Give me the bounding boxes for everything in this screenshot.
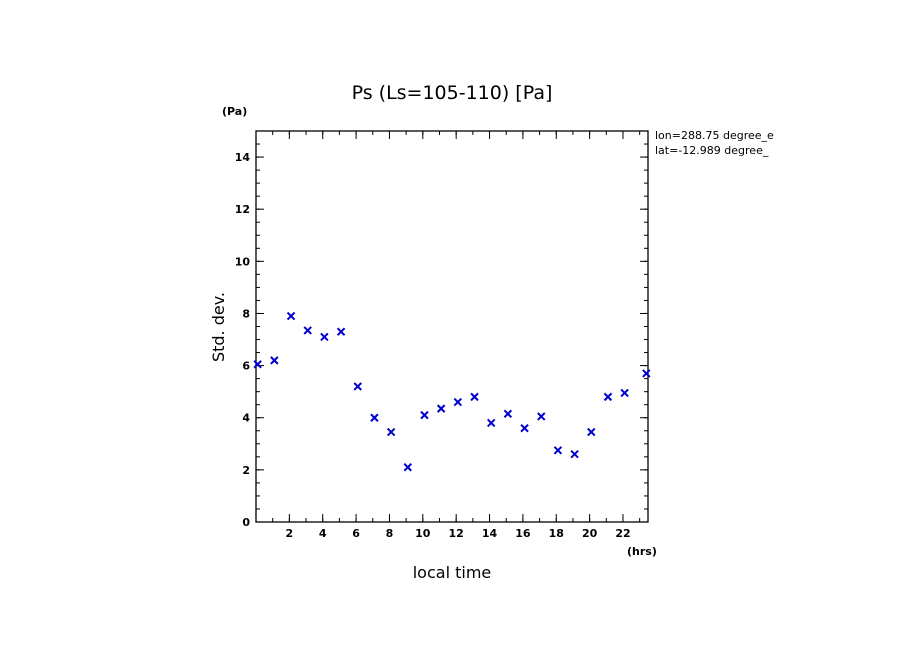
data-point-stroke	[520, 423, 529, 433]
x-tick-label: 16	[515, 527, 531, 540]
data-point	[303, 326, 312, 335]
data-point	[270, 356, 279, 365]
x-axis-title: local time	[413, 563, 492, 582]
data-point	[603, 392, 613, 402]
data-point-stroke	[453, 397, 463, 407]
y-tick-label: 10	[235, 255, 251, 268]
data-point-stroke	[570, 450, 579, 459]
data-points-group	[253, 311, 651, 472]
data-point	[336, 327, 346, 336]
data-point-stroke	[486, 418, 496, 428]
data-point-stroke	[470, 392, 479, 402]
data-point	[503, 409, 513, 419]
data-point	[453, 397, 463, 407]
plot-frame	[255, 130, 649, 523]
x-tick-label: 20	[582, 527, 598, 540]
data-point	[320, 332, 329, 342]
data-point	[386, 427, 396, 437]
data-point	[470, 392, 479, 402]
x-tick-label: 22	[615, 527, 630, 540]
data-point-stroke	[620, 388, 629, 398]
data-point-stroke	[320, 332, 329, 342]
data-point-stroke	[436, 404, 446, 413]
x-tick-label: 2	[286, 527, 294, 540]
data-point-stroke	[253, 360, 262, 369]
data-point-stroke	[537, 412, 546, 421]
x-unit-label: (hrs)	[627, 545, 657, 558]
data-point-stroke	[403, 463, 413, 472]
x-tick-label: 12	[449, 527, 464, 540]
annotation-lon: lon=288.75 degree_e	[655, 129, 774, 142]
x-tick-label: 10	[415, 527, 431, 540]
data-point	[486, 418, 496, 428]
data-point-stroke	[270, 356, 279, 365]
data-point	[370, 413, 379, 422]
chart-title: Ps (Ls=105-110) [Pa]	[352, 82, 553, 104]
data-point-stroke	[386, 427, 396, 437]
data-point	[436, 404, 446, 413]
x-tick-label: 14	[482, 527, 498, 540]
ticks-group: 2 4 6 8 10 12 14 16 18 20 22 0 2 4 6 8 10 12 14	[235, 131, 648, 540]
y-tick-label: 14	[235, 151, 251, 164]
annotation-lat: lat=-12.989 degree_	[655, 144, 769, 157]
data-point-stroke	[303, 326, 312, 335]
data-point	[537, 412, 546, 421]
y-tick-label: 0	[242, 516, 250, 529]
x-tick-label: 18	[549, 527, 564, 540]
data-point-stroke	[286, 311, 296, 321]
data-point	[587, 427, 596, 437]
y-tick-label: 12	[235, 203, 250, 216]
x-tick-label: 4	[319, 527, 327, 540]
y-axis-title: Std. dev.	[209, 292, 228, 362]
data-point	[620, 388, 629, 398]
data-point-stroke	[353, 382, 362, 391]
y-tick-label: 2	[242, 464, 250, 477]
data-point	[642, 369, 651, 378]
data-point	[570, 450, 579, 459]
data-point-stroke	[370, 413, 379, 422]
data-point	[520, 423, 529, 433]
data-point-stroke	[553, 446, 563, 455]
data-point	[553, 446, 563, 455]
data-point-stroke	[603, 392, 613, 402]
data-point	[403, 463, 413, 472]
data-point	[353, 382, 362, 391]
y-unit-label: (Pa)	[222, 105, 247, 118]
data-point-stroke	[642, 369, 651, 378]
data-point-stroke	[420, 410, 429, 420]
data-point-stroke	[587, 427, 596, 437]
data-point	[420, 410, 429, 420]
y-tick-label: 6	[242, 360, 250, 373]
y-tick-label: 4	[242, 412, 250, 425]
x-tick-label: 6	[352, 527, 360, 540]
data-point	[286, 311, 296, 321]
data-point-stroke	[503, 409, 513, 419]
data-point-stroke	[336, 327, 346, 336]
y-tick-label: 8	[242, 307, 250, 320]
x-tick-label: 8	[386, 527, 394, 540]
data-point	[253, 360, 262, 369]
